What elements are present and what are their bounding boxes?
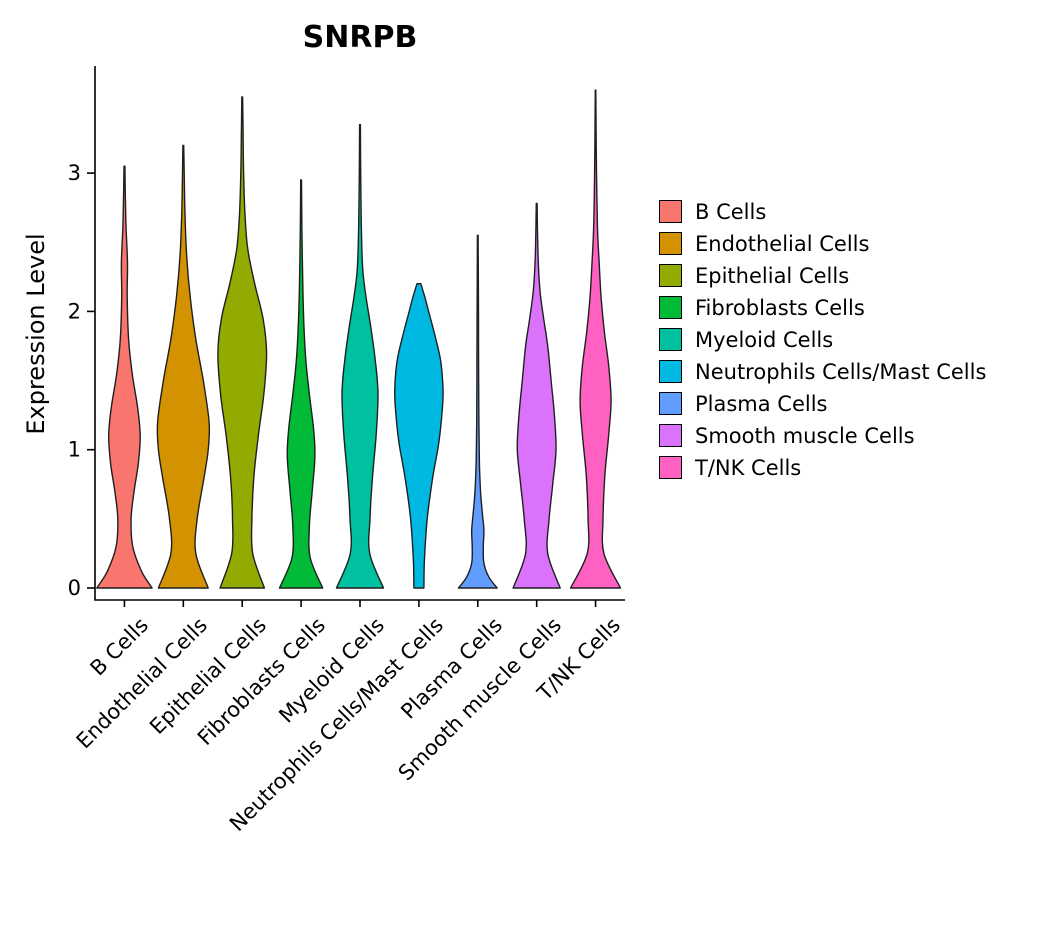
plot-area: 0 1 2 3	[68, 66, 625, 607]
legend-item: Endothelial Cells	[659, 231, 986, 256]
legend-item: Fibroblasts Cells	[659, 295, 986, 320]
violin-neutrophils-cells-mast-cells	[393, 283, 444, 589]
y-tick-label: 0	[68, 576, 81, 600]
legend-swatch	[659, 392, 682, 415]
legend-item: Neutrophils Cells/Mast Cells	[659, 359, 987, 384]
legend-label: Myeloid Cells	[695, 327, 834, 352]
violin-myeloid-cells	[335, 124, 385, 589]
legend-swatch	[659, 328, 682, 351]
legend-item: B Cells	[659, 199, 986, 224]
y-tick-label: 2	[68, 299, 81, 323]
legend-item: Epithelial Cells	[659, 263, 986, 288]
legend-label: Neutrophils Cells/Mast Cells	[695, 359, 987, 384]
legend-label: Plasma Cells	[695, 391, 828, 416]
legend-swatch	[659, 200, 682, 223]
legend-item: Smooth muscle Cells	[659, 423, 986, 448]
y-tick-label: 1	[68, 438, 81, 462]
legend-swatch	[659, 264, 682, 287]
legend-label: T/NK Cells	[695, 455, 802, 480]
legend-label: Endothelial Cells	[695, 231, 870, 256]
axis-lines	[94, 66, 625, 601]
legend-swatch	[659, 456, 682, 479]
legend-label: B Cells	[695, 199, 767, 224]
violin-plasma-cells	[457, 234, 498, 589]
legend-swatch	[659, 424, 682, 447]
legend-item: Plasma Cells	[659, 391, 986, 416]
violin-fibroblasts-cells	[278, 179, 324, 589]
legend-item: T/NK Cells	[659, 455, 986, 480]
violin-endothelial-cells	[156, 144, 211, 589]
chart-title: SNRPB	[302, 20, 418, 55]
legend-swatch	[659, 296, 682, 319]
legend: B Cells Endothelial Cells Epithelial Cells…	[659, 200, 986, 488]
legend-swatch	[659, 232, 682, 255]
legend-swatch	[659, 360, 682, 383]
legend-label: Smooth muscle Cells	[695, 423, 915, 448]
legend-item: Myeloid Cells	[659, 327, 986, 352]
legend-label: Fibroblasts Cells	[695, 295, 865, 320]
violin-t-nk-cells	[569, 89, 622, 589]
y-tick-label: 3	[68, 161, 81, 185]
legend-label: Epithelial Cells	[695, 263, 850, 288]
violin-smooth-muscle-cells	[512, 202, 561, 589]
violin-epithelial-cells	[217, 96, 268, 589]
violin-b-cells	[96, 165, 153, 589]
